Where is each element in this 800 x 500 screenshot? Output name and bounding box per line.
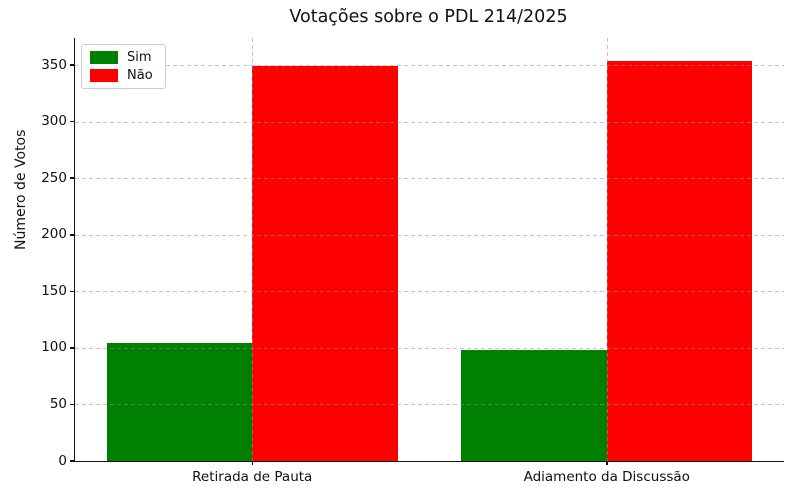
bar-sim-adiamento-da-discussa-o <box>461 350 607 461</box>
legend-item-sim: Sim <box>90 51 153 64</box>
x-tick-label-retirada-de-pauta: Retirada de Pauta <box>192 469 313 485</box>
gridline-v-retirada-de-pauta <box>252 38 254 461</box>
gridline-h-250 <box>75 178 784 180</box>
gridline-h-50 <box>75 404 784 406</box>
bar-na-o-adiamento-da-discussa-o <box>606 60 753 461</box>
legend-swatch-sim <box>90 51 118 64</box>
y-tick-label-100: 100 <box>41 339 67 356</box>
legend-item-na-o: Não <box>90 69 153 82</box>
y-tick-mark-350 <box>69 64 74 66</box>
legend-label-sim: Sim <box>127 50 152 65</box>
gridline-h-200 <box>75 234 784 236</box>
x-tick-mark-retirada-de-pauta <box>251 461 253 465</box>
y-tick-label-150: 150 <box>41 282 67 299</box>
gridline-v-adiamento-da-discussa-o <box>606 38 608 461</box>
y-tick-label-50: 50 <box>49 395 67 412</box>
bar-sim-retirada-de-pauta <box>106 343 253 461</box>
x-tick-label-adiamento-da-discussa-o: Adiamento da Discussão <box>523 469 690 485</box>
y-tick-mark-300 <box>69 120 74 123</box>
plot-area: Sim Não 0 50 100 150 200 250 300 350 Retirada de … <box>41 38 784 485</box>
y-tick-mark-250 <box>69 177 74 179</box>
legend-swatch-na-o <box>90 69 118 82</box>
chart-title: Votações sobre o PDL 214/2025 <box>289 7 568 27</box>
gridline-h-350 <box>75 65 784 67</box>
y-tick-mark-100 <box>69 347 74 349</box>
y-tick-mark-50 <box>69 403 74 406</box>
legend: Sim Não <box>81 44 166 89</box>
y-tick-label-350: 350 <box>41 56 67 73</box>
y-tick-label-0: 0 <box>58 452 67 469</box>
gridline-h-300 <box>75 121 784 123</box>
y-tick-label-300: 300 <box>41 113 67 130</box>
bar-na-o-retirada-de-pauta <box>252 66 398 461</box>
legend-label-na-o: Não <box>127 68 153 83</box>
y-tick-mark-200 <box>69 234 74 236</box>
y-tick-label-200: 200 <box>41 226 67 243</box>
y-tick-mark-0 <box>69 460 74 462</box>
gridline-h-150 <box>75 291 784 293</box>
y-tick-label-250: 250 <box>41 169 67 186</box>
x-tick-mark-adiamento-da-discussa-o <box>606 461 608 465</box>
gridline-h-100 <box>75 347 784 349</box>
y-tick-mark-150 <box>69 290 74 293</box>
